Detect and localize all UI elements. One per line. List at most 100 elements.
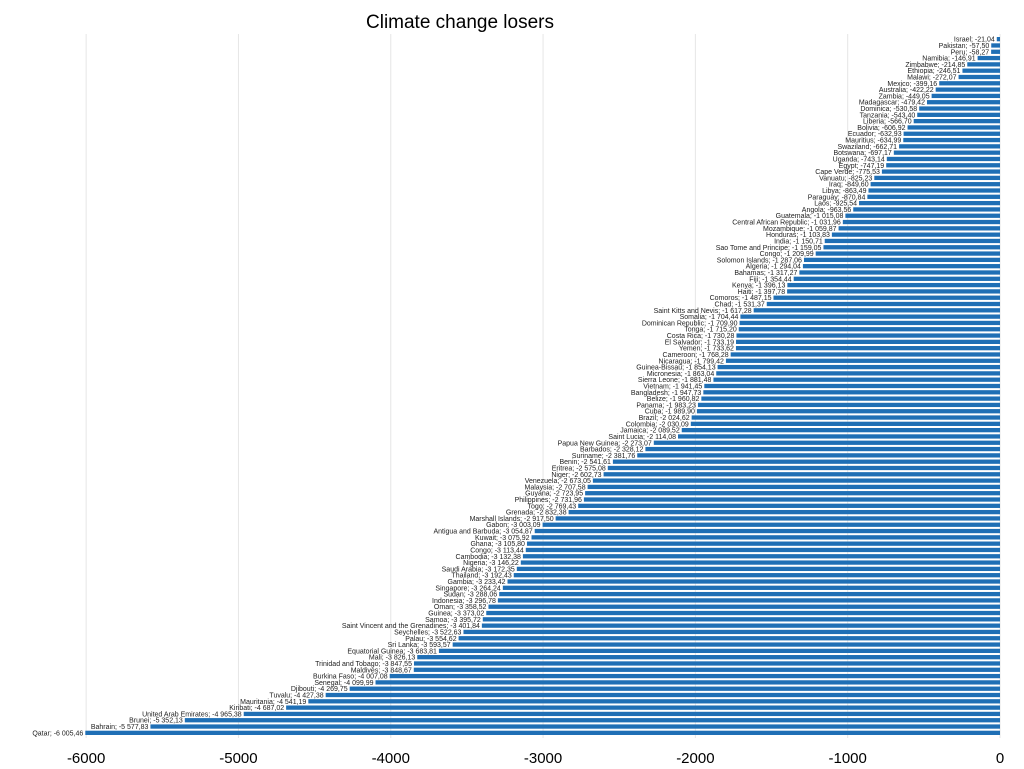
bar bbox=[824, 238, 1000, 244]
bar bbox=[823, 245, 1000, 250]
bar bbox=[913, 118, 1000, 124]
bar bbox=[703, 390, 1000, 395]
bar bbox=[977, 55, 1000, 61]
bar bbox=[868, 188, 1000, 193]
bar-label: Papua New Guinea; -2 273,07 bbox=[558, 440, 652, 447]
bar bbox=[931, 93, 1000, 99]
bar bbox=[645, 446, 1000, 452]
bar-label: Sao Tome and Principe; -1 159,05 bbox=[716, 245, 822, 252]
x-tick-label: -2000 bbox=[676, 750, 714, 767]
bar bbox=[534, 528, 1000, 534]
bar-label: Honduras; -1 103,83 bbox=[766, 232, 830, 239]
bar-label: Saint Lucia; -2 114,08 bbox=[608, 434, 676, 441]
bar-label: Ghana; -3 105,80 bbox=[470, 541, 525, 548]
bar-label: Suriname; -2 381,76 bbox=[572, 453, 636, 460]
bar-label: Burkina Faso; -4 007,08 bbox=[313, 674, 388, 681]
bar-label: United Arab Emirates; -4 965,38 bbox=[142, 711, 242, 718]
bar bbox=[725, 358, 1000, 363]
bar-label: Uganda; -743,14 bbox=[833, 156, 885, 163]
x-tick-label: -6000 bbox=[67, 750, 105, 767]
bar-label: Sudan; -3 288,06 bbox=[443, 592, 497, 599]
bar bbox=[739, 320, 1000, 326]
bar bbox=[488, 604, 1000, 609]
bar bbox=[903, 131, 1000, 136]
bar bbox=[704, 383, 1000, 389]
bar bbox=[740, 314, 1000, 319]
bar-label: Bangladesh; -1 947,73 bbox=[631, 390, 702, 397]
bar bbox=[738, 327, 1000, 332]
bar-label: Belize; -1 960,82 bbox=[647, 396, 700, 403]
bar bbox=[935, 87, 1000, 92]
bar-label: Mexico; -399,16 bbox=[887, 81, 937, 88]
bar-label: Central African Republic; -1 031,96 bbox=[732, 220, 841, 227]
bar bbox=[481, 623, 1001, 628]
bars bbox=[85, 37, 1001, 735]
bar bbox=[793, 276, 1000, 281]
bar-label: Singapore; -3 264,24 bbox=[435, 585, 500, 592]
bar-label: Ethiopia; -246,51 bbox=[908, 68, 961, 75]
bar bbox=[520, 560, 1000, 565]
bar bbox=[787, 289, 1000, 294]
bar-label: Bolivia; -606,92 bbox=[857, 125, 905, 132]
bar-label: Ecuador; -632,93 bbox=[848, 131, 902, 138]
bar bbox=[691, 415, 1000, 420]
bar bbox=[653, 440, 1000, 445]
bar-label: Zimbabwe; -214,85 bbox=[905, 62, 965, 69]
bar bbox=[452, 642, 1001, 647]
bar-label: Guinea; -3 373,02 bbox=[428, 611, 484, 618]
bar bbox=[773, 295, 1000, 300]
bar bbox=[842, 219, 1000, 225]
bar bbox=[917, 112, 1000, 117]
bar bbox=[463, 629, 1000, 635]
bar bbox=[730, 352, 1000, 357]
bar-label: Algeria; -1 294,04 bbox=[746, 264, 801, 271]
bar-label: Iraq; -849,60 bbox=[829, 182, 869, 189]
bar bbox=[799, 270, 1000, 275]
bar-label: Gambia; -3 233,42 bbox=[448, 579, 506, 586]
bar bbox=[542, 522, 1000, 527]
bar bbox=[853, 207, 1000, 212]
bar-label: Cuba; -1 989,90 bbox=[645, 409, 695, 416]
bar bbox=[325, 692, 1000, 698]
bar bbox=[899, 144, 1000, 149]
bar-label: Panama; -1 983,23 bbox=[636, 402, 696, 409]
bar-label: Cameroon; -1 768,28 bbox=[663, 352, 729, 359]
bar-label: Malawi; -272,07 bbox=[907, 74, 957, 81]
bar bbox=[85, 730, 1000, 735]
bar bbox=[568, 509, 1000, 515]
x-tick-label: 0 bbox=[996, 750, 1004, 767]
bar-label: Guatemala; -1 015,08 bbox=[776, 213, 844, 220]
bar bbox=[907, 125, 1000, 130]
bar bbox=[583, 497, 1000, 502]
x-tick-label: -4000 bbox=[372, 750, 410, 767]
bar bbox=[612, 459, 1000, 464]
bar bbox=[555, 516, 1000, 521]
bar-label: Tanzania; -543,40 bbox=[860, 112, 916, 119]
bar bbox=[802, 264, 1000, 269]
bar bbox=[458, 636, 1000, 641]
bar bbox=[874, 175, 1000, 181]
bar bbox=[991, 43, 1000, 48]
bar bbox=[184, 718, 1000, 723]
bar bbox=[690, 421, 1000, 426]
bar bbox=[893, 150, 1000, 155]
bar bbox=[697, 402, 1000, 408]
bar bbox=[286, 705, 1000, 710]
bar-label: Eritrea; -2 575,08 bbox=[552, 465, 606, 472]
x-tick-label: -5000 bbox=[219, 750, 257, 767]
bar bbox=[526, 541, 1000, 546]
bar-label: Congo; -3 113,44 bbox=[470, 547, 524, 554]
bar-label: Cape Verde; -775,53 bbox=[815, 169, 880, 176]
bar-label: Mauritius; -634,99 bbox=[845, 138, 901, 145]
bar-label: Swaziland; -662,71 bbox=[838, 144, 898, 151]
bar bbox=[919, 106, 1000, 111]
bar-label: Sierra Leone; -1 881,48 bbox=[638, 377, 712, 384]
bar-label: Tuvalu; -4 427,38 bbox=[269, 693, 323, 700]
bar bbox=[886, 156, 1000, 162]
bar-label: Vietnam; -1 941,45 bbox=[643, 384, 702, 391]
chart-title: Climate change losers bbox=[366, 12, 554, 33]
bar-label: Brazil; -2 024,62 bbox=[639, 415, 690, 422]
bar bbox=[939, 81, 1000, 86]
bar-label: Barbados; -2 328,12 bbox=[580, 447, 644, 454]
